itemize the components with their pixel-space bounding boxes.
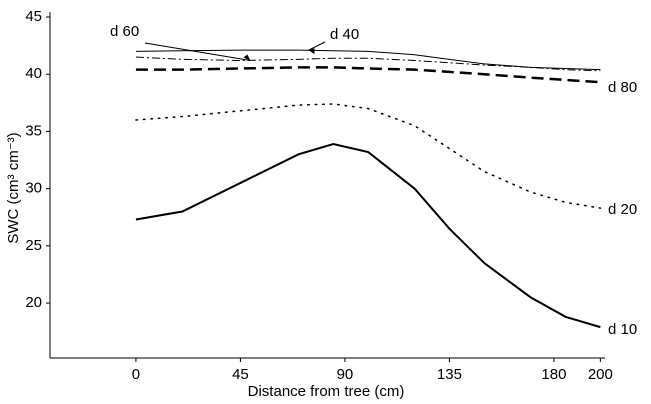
x-tick-label: 45 <box>232 366 249 383</box>
x-axis-label: Distance from tree (cm) <box>248 383 405 400</box>
arrow-head <box>308 48 315 55</box>
x-tick-label: 0 <box>132 366 140 383</box>
series-line <box>135 56 601 72</box>
y-tick-label: 30 <box>25 180 42 197</box>
y-tick-label: 35 <box>25 122 42 139</box>
x-tick-label: 200 <box>588 366 613 383</box>
series-line <box>135 103 602 209</box>
arrow-head <box>243 54 251 61</box>
series-label: d 80 <box>608 79 637 96</box>
x-tick-label: 180 <box>541 366 566 383</box>
x-tick-label: 90 <box>337 366 354 383</box>
series-line <box>135 49 601 71</box>
x-tick-label: 135 <box>437 366 462 383</box>
series-label: d 20 <box>608 201 637 218</box>
series-label: d 60 <box>110 23 139 40</box>
series-label: d 40 <box>330 26 359 43</box>
series-line <box>135 66 601 84</box>
y-tick-label: 45 <box>25 8 42 25</box>
series-label: d 10 <box>608 321 637 338</box>
label-arrow <box>308 41 326 51</box>
label-arrow <box>144 42 251 61</box>
y-tick-label: 20 <box>25 294 42 311</box>
series-line <box>135 142 601 329</box>
y-axis-label: SWC (cm³ cm⁻³) <box>5 132 22 243</box>
y-tick-label: 40 <box>25 65 42 82</box>
y-tick-label: 25 <box>25 237 42 254</box>
